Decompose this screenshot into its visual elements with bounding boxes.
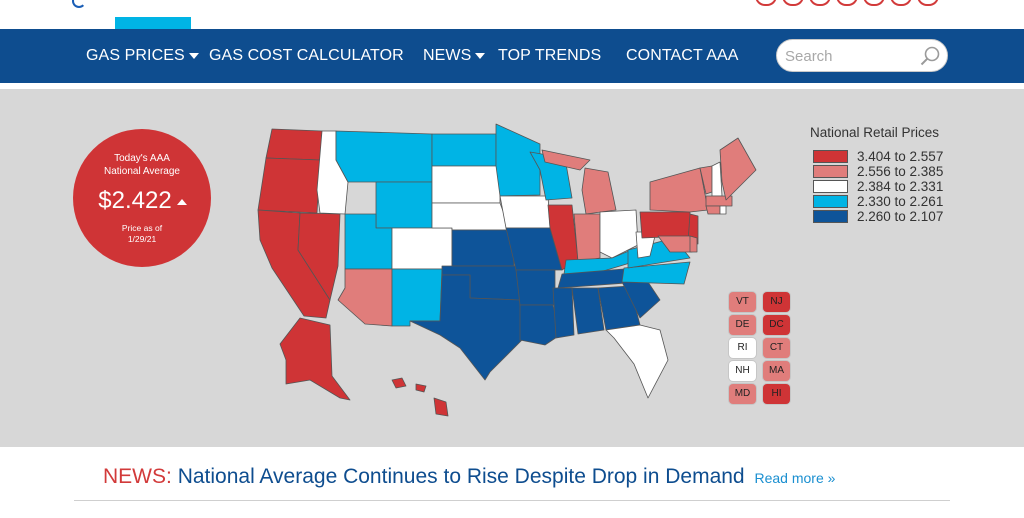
state-ri: [719, 205, 727, 215]
state-ct: [705, 205, 721, 215]
state-pa: [639, 211, 691, 239]
state-box-ma[interactable]: MA: [763, 361, 790, 381]
state-sd: [431, 165, 501, 204]
news-headline-link[interactable]: National Average Continues to Rise Despi…: [177, 465, 745, 488]
state-box-vt[interactable]: VT: [729, 292, 756, 312]
state-oh: [599, 209, 639, 259]
state-fl: [605, 324, 669, 399]
state-nd: [431, 133, 497, 167]
state-hi: [391, 377, 407, 389]
legend-swatch-4: [813, 210, 848, 223]
nav-gas-cost-calculator[interactable]: GAS COST CALCULATOR: [209, 29, 404, 83]
search-icon[interactable]: [919, 45, 941, 67]
state-ks: [451, 229, 515, 267]
state-de: [689, 235, 698, 253]
legend-label-4: 2.260 to 2.107: [857, 209, 944, 224]
state-ia: [499, 195, 551, 229]
state-box-de[interactable]: DE: [729, 315, 756, 335]
nav-top-trends-label: TOP TRENDS: [498, 47, 602, 64]
state-ny: [649, 167, 709, 213]
state-hi-2: [415, 383, 427, 393]
state-ne: [431, 202, 511, 231]
nav-contact-aaa-label: CONTACT AAA: [626, 47, 739, 64]
legend-swatch-2: [813, 180, 848, 193]
chevron-down-icon: [475, 52, 486, 59]
state-box-nh[interactable]: NH: [729, 361, 756, 381]
search-box[interactable]: [776, 39, 948, 72]
state-wa: [265, 128, 323, 161]
legend-label-2: 2.384 to 2.331: [857, 179, 944, 194]
legend-swatch-3: [813, 195, 848, 208]
price-as-of-line1: Price as of: [121, 223, 163, 233]
divider: [74, 500, 950, 501]
nav-top-trends[interactable]: TOP TRENDS: [498, 29, 601, 83]
national-average-title-line1: Today's AAA: [114, 153, 170, 164]
news-headline-row: NEWS: National Average Continues to Rise…: [103, 462, 835, 493]
legend-swatch-0: [813, 150, 848, 163]
nav-news[interactable]: NEWS: [423, 29, 486, 83]
legend-title: National Retail Prices: [810, 125, 940, 140]
state-ms: [552, 287, 575, 339]
state-mi-up: [541, 149, 591, 171]
national-average-title-line2: National Average: [104, 166, 180, 177]
state-box-dc[interactable]: DC: [763, 315, 790, 335]
active-section-tab[interactable]: [115, 17, 191, 29]
nav-news-label: NEWS: [423, 47, 472, 64]
read-more-link[interactable]: Read more »: [754, 470, 836, 486]
state-box-md[interactable]: MD: [729, 384, 756, 404]
aaa-logo-icon[interactable]: [72, 0, 86, 8]
price-as-of-date: 1/29/21: [127, 234, 157, 244]
state-ak: [279, 317, 351, 401]
state-la: [519, 304, 561, 346]
state-mn: [495, 123, 541, 197]
nav-gas-prices-label: GAS PRICES: [86, 47, 185, 64]
state-az: [337, 268, 393, 327]
legend-label-3: 2.330 to 2.261: [857, 194, 944, 209]
top-header: [0, 0, 1024, 29]
news-label: NEWS:: [103, 465, 172, 488]
state-box-nj[interactable]: NJ: [763, 292, 790, 312]
state-or: [257, 157, 321, 214]
nav-contact-aaa[interactable]: CONTACT AAA: [626, 29, 739, 83]
price-as-of: Price as of 1/29/21: [73, 223, 211, 245]
national-average-badge: Today's AAA National Average $2.422 Pric…: [73, 129, 211, 267]
search-input[interactable]: [785, 46, 905, 66]
price-up-arrow-icon: [177, 199, 187, 205]
national-average-price: $2.422: [98, 187, 172, 214]
state-wy: [375, 181, 433, 229]
state-me: [719, 137, 757, 201]
state-al: [571, 287, 605, 335]
state-hi-3: [433, 397, 449, 417]
legend-swatch-1: [813, 165, 848, 178]
legend-label-0: 3.404 to 2.557: [857, 149, 944, 164]
nav-gas-cost-calculator-label: GAS COST CALCULATOR: [209, 47, 404, 64]
state-in: [573, 213, 601, 263]
legend-label-1: 2.556 to 2.385: [857, 164, 944, 179]
nav-gas-prices[interactable]: GAS PRICES: [86, 29, 199, 83]
state-mi: [581, 167, 617, 215]
state-box-ct[interactable]: CT: [763, 338, 790, 358]
state-nc: [621, 261, 691, 285]
state-nm: [391, 268, 443, 327]
state-box-hi[interactable]: HI: [763, 384, 790, 404]
chevron-down-icon: [188, 52, 199, 59]
state-co: [391, 227, 453, 270]
state-mt: [335, 130, 433, 183]
state-box-ri[interactable]: RI: [729, 338, 756, 358]
state-ar: [515, 269, 556, 306]
national-average-title: Today's AAA National Average: [73, 152, 211, 178]
state-nh: [711, 161, 723, 197]
